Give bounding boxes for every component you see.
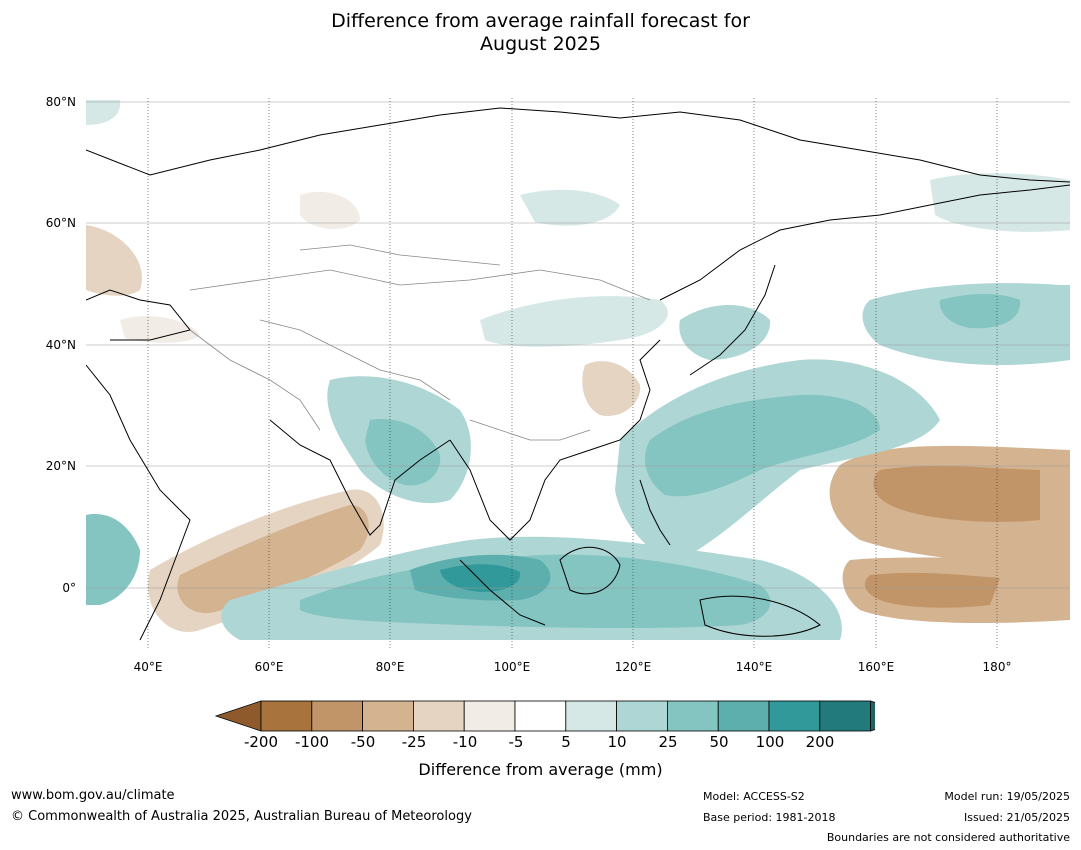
wet-core-north-pacific <box>939 294 1021 329</box>
colorbar-swatch <box>362 700 414 732</box>
coastlines <box>86 107 1070 641</box>
lon-label: 180° <box>982 660 1012 674</box>
map-title-line1: Difference from average rainfall forecas… <box>331 10 750 32</box>
lon-label: 60°E <box>254 660 284 674</box>
colorbar-label: -25 <box>401 733 427 751</box>
colorbar-label: 200 <box>805 733 835 751</box>
coastline-sumatra <box>459 559 546 626</box>
colorbar-label: 10 <box>607 733 627 751</box>
disclaimer-text: Boundaries are not considered authoritat… <box>826 831 1070 844</box>
map-title-line2: August 2025 <box>480 33 601 55</box>
coastline-southeast-asia <box>449 339 661 541</box>
wet-core-western-pacific <box>645 394 880 497</box>
dry-core-central-pacific <box>873 465 1040 522</box>
coastline-new-guinea <box>699 595 821 637</box>
lat-label: 0° <box>62 581 76 595</box>
colorbar-swatch <box>412 700 465 732</box>
model-run-text: Model run: 19/05/2025 <box>944 790 1070 803</box>
colorbar-swatch <box>616 700 668 732</box>
colorbar-label: 50 <box>709 733 729 751</box>
lat-label: 20°N <box>45 459 76 473</box>
wet-zone-central-siberia <box>520 189 620 226</box>
coastline-arctic <box>86 107 1070 183</box>
colorbar-swatch <box>260 700 313 732</box>
colorbar-low-arrow <box>214 700 262 732</box>
coastline-india <box>269 419 451 536</box>
coastline-europe <box>86 289 191 341</box>
colorbar-high-arrow <box>870 700 875 732</box>
colorbar-label: -50 <box>350 733 376 751</box>
coastline-russia-pacific <box>659 184 1070 301</box>
lat-label: 80°N <box>45 95 76 109</box>
wet-zone-arctic <box>86 100 121 125</box>
dry-zone-southern-china <box>582 361 641 416</box>
copyright-text: © Commonwealth of Australia 2025, Austra… <box>11 809 472 824</box>
colorbar-label: 25 <box>658 733 678 751</box>
country-borders <box>189 244 651 441</box>
dry-core-equatorial-pacific <box>864 572 1000 608</box>
lat-label: 60°N <box>45 216 76 230</box>
colorbar-swatch <box>819 700 871 732</box>
model-text: Model: ACCESS-S2 <box>703 790 805 803</box>
lat-label: 40°N <box>45 338 76 352</box>
colorbar-swatch <box>768 700 821 732</box>
dry-zone-caspian <box>120 315 200 343</box>
wet-zone-kamchatka <box>930 173 1070 232</box>
colorbar-swatch <box>717 700 770 732</box>
colorbar-label: 100 <box>755 733 785 751</box>
colorbar-swatch <box>514 700 567 732</box>
colorbar-swatch <box>463 700 516 732</box>
website-link[interactable]: www.bom.gov.au/climate <box>11 788 175 803</box>
lon-label: 120°E <box>614 660 652 674</box>
coastline-japan <box>689 264 776 376</box>
dry-core-arabian-sea <box>177 505 369 614</box>
meridians <box>147 98 998 650</box>
colorbar-label: -5 <box>508 733 524 751</box>
colorbar-label: -10 <box>452 733 478 751</box>
lon-label: 140°E <box>735 660 773 674</box>
lon-label: 160°E <box>857 660 895 674</box>
wet-zone-east-africa <box>86 514 140 605</box>
coastline-philippines <box>639 479 671 546</box>
lon-label: 100°E <box>493 660 531 674</box>
colorbar-title: Difference from average (mm) <box>418 760 663 779</box>
rainfall-anomaly-map <box>86 98 1070 650</box>
lon-label: 40°E <box>133 660 163 674</box>
wet-extreme-indian-ocean <box>440 564 521 592</box>
dry-zone-siberia <box>300 191 360 230</box>
issued-text: Issued: 21/05/2025 <box>963 811 1070 824</box>
graticule <box>86 101 1070 589</box>
anomaly-fields <box>86 100 1070 640</box>
coastline-borneo <box>559 546 621 595</box>
colorbar-swatch <box>311 700 364 732</box>
wet-zone-northern-china <box>480 296 668 347</box>
colorbar-swatch <box>565 700 617 732</box>
colorbar-label: -200 <box>243 733 279 751</box>
base-period-text: Base period: 1981-2018 <box>703 811 836 824</box>
wet-core-bay-of-bengal <box>365 419 441 486</box>
coastline-arabia-africa <box>86 364 191 641</box>
lon-label: 80°E <box>375 660 405 674</box>
wet-zone-japan <box>679 305 771 360</box>
colorbar-label: 5 <box>561 733 571 751</box>
colorbar-swatch <box>666 700 719 732</box>
dry-zone-europe <box>86 225 142 296</box>
colorbar <box>214 700 875 732</box>
colorbar-label: -100 <box>294 733 330 751</box>
